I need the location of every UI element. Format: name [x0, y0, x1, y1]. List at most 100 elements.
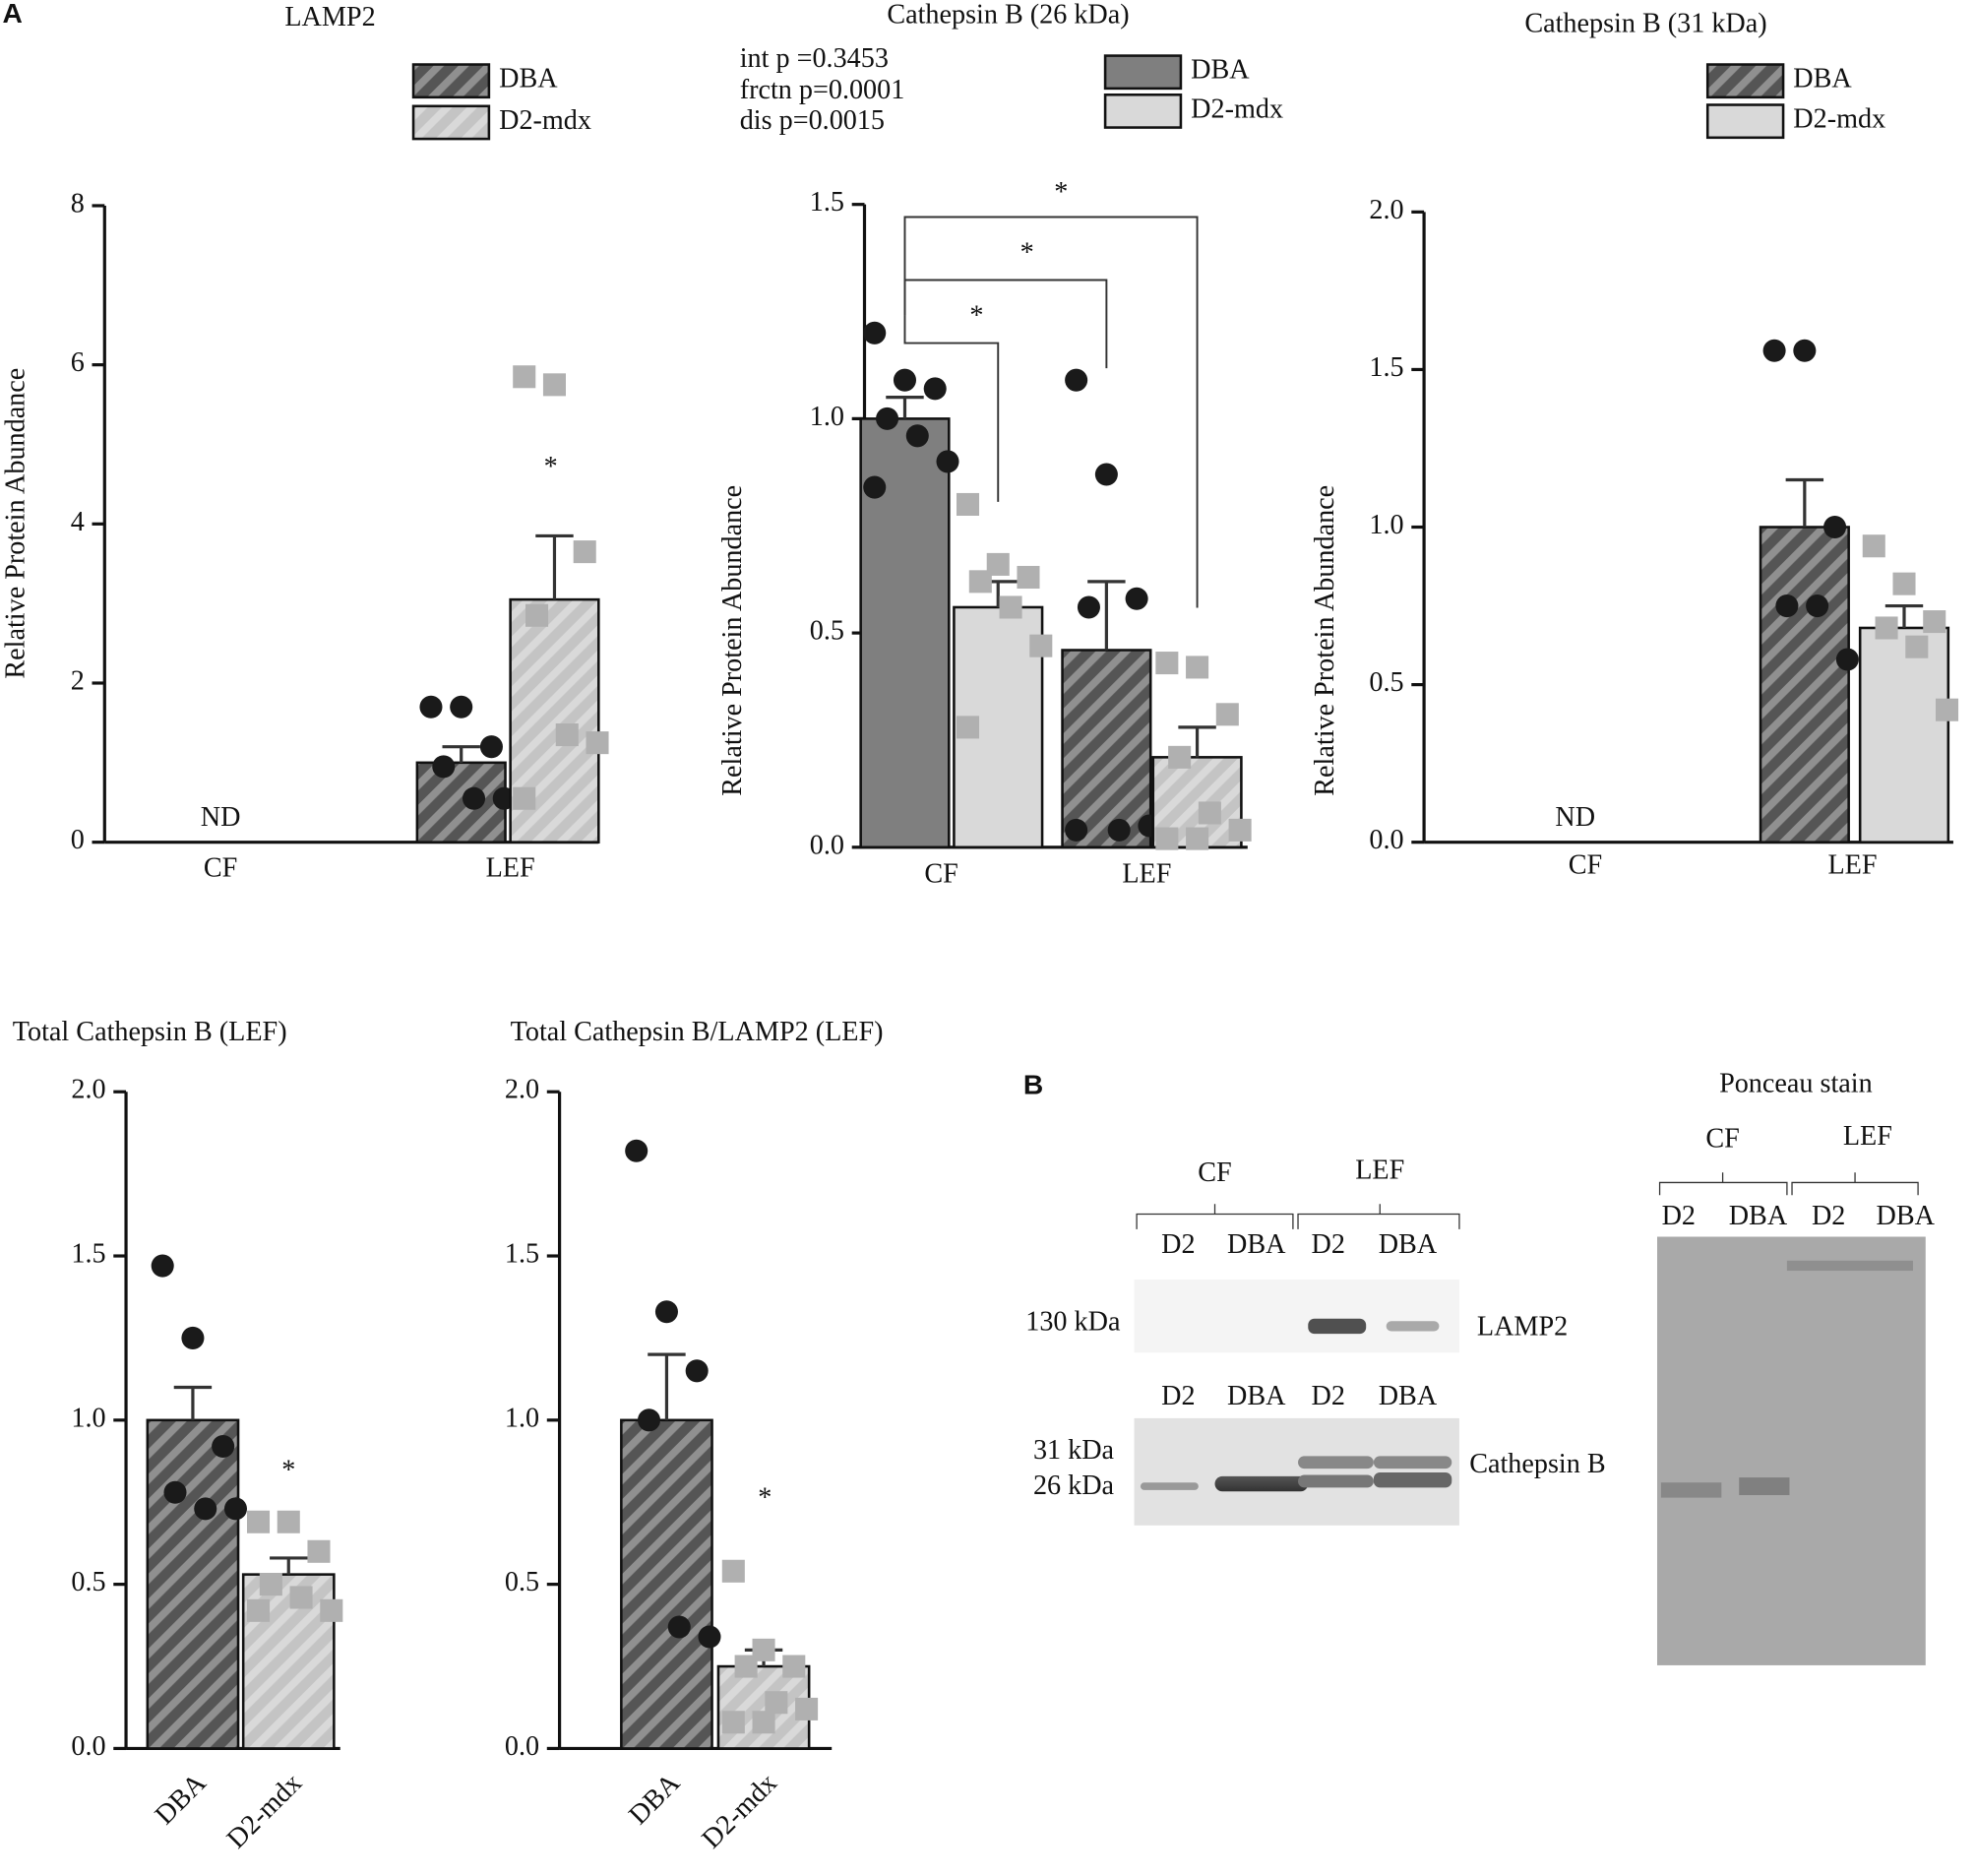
data-point — [1107, 818, 1131, 842]
y-tick-label: 1.0 — [71, 1403, 105, 1433]
annotation: * — [969, 300, 983, 331]
data-point — [1155, 652, 1179, 675]
y-tick-label: 0.0 — [810, 830, 844, 860]
y-tick-label: 0.0 — [1369, 825, 1403, 855]
error-bar — [270, 1556, 308, 1575]
data-point — [586, 731, 609, 755]
blot-strip — [1134, 1417, 1459, 1526]
data-point — [555, 723, 579, 747]
chart-title: Total Cathepsin B/LAMP2 (LEF) — [511, 1017, 884, 1047]
data-point — [1875, 616, 1898, 640]
chart-title: LAMP2 — [284, 2, 375, 32]
data-point — [893, 368, 917, 392]
data-point — [1775, 594, 1799, 618]
data-point — [1835, 648, 1859, 671]
legend-label: DBA — [499, 64, 558, 94]
blot-label: LAMP2 — [1477, 1311, 1568, 1342]
x-tick-label: LEF — [1122, 859, 1171, 890]
legend-label: D2-mdx — [1793, 104, 1885, 135]
y-tick-label: 1.0 — [505, 1403, 539, 1433]
data-point — [654, 1300, 678, 1324]
data-point — [1094, 463, 1118, 486]
data-point — [259, 1573, 282, 1596]
significance-bracket — [903, 216, 1199, 608]
lane-label: DBA — [1227, 1381, 1286, 1411]
chart-title: Cathepsin B (26 kDa) — [887, 0, 1129, 30]
band — [1373, 1471, 1452, 1488]
y-tick-label: 0.5 — [810, 616, 844, 647]
data-point — [1793, 339, 1817, 362]
significance-bracket — [903, 315, 1000, 502]
lane-label: D2 — [1161, 1381, 1195, 1411]
data-point — [667, 1615, 691, 1639]
marker-label: 130 kDa — [1025, 1306, 1121, 1337]
data-point — [419, 695, 443, 719]
band — [1739, 1477, 1790, 1496]
data-point — [685, 1359, 709, 1383]
data-point — [1892, 572, 1916, 595]
data-point — [1065, 818, 1088, 842]
legend-swatch — [1705, 63, 1785, 99]
data-point — [999, 595, 1022, 619]
data-point — [289, 1586, 313, 1609]
data-point — [863, 321, 887, 344]
y-tick-label: 1.0 — [810, 402, 844, 432]
data-point — [194, 1497, 217, 1521]
error-bar — [886, 396, 924, 419]
error-bar — [1087, 580, 1126, 651]
chart-title: Cathepsin B (31 kDa) — [1524, 8, 1766, 38]
data-point — [573, 540, 596, 564]
error-bar — [648, 1352, 686, 1420]
data-point — [923, 377, 947, 401]
blot-label: Cathepsin B — [1469, 1449, 1605, 1479]
data-point — [905, 424, 929, 448]
data-point — [734, 1655, 758, 1678]
y-tick-label: 6 — [71, 347, 85, 378]
y-axis-label: Relative Protein Abundance — [717, 485, 748, 796]
error-bar — [535, 533, 574, 600]
data-point — [1186, 656, 1209, 679]
legend-swatch — [1103, 93, 1183, 129]
x-tick-label: LEF — [1827, 850, 1877, 881]
marker-label: 31 kDa — [1033, 1435, 1115, 1466]
bracket — [1136, 1204, 1294, 1229]
band — [1308, 1318, 1367, 1335]
annotation: * — [758, 1483, 772, 1514]
bracket — [1297, 1204, 1460, 1229]
lane-label: DBA — [1379, 1381, 1438, 1411]
panel-label: A — [3, 0, 23, 29]
data-point — [637, 1408, 661, 1432]
band — [1786, 1260, 1913, 1272]
y-tick-label: 2.0 — [505, 1075, 539, 1105]
annotation: ND — [201, 802, 241, 833]
ponceau: Ponceau stain CF LEF D2 DBA D2 DBA — [1657, 1068, 1936, 1665]
lane-label: DBA — [1877, 1201, 1936, 1231]
data-point — [1125, 587, 1148, 610]
bar — [620, 1418, 713, 1750]
data-point — [795, 1697, 819, 1720]
annotation: * — [544, 452, 558, 482]
y-tick-label: 2.0 — [1369, 195, 1403, 225]
data-point — [968, 570, 992, 594]
bracket — [1658, 1172, 1788, 1196]
data-point — [625, 1139, 648, 1162]
data-point — [247, 1510, 271, 1533]
error-bar — [1178, 725, 1216, 758]
data-point — [1862, 534, 1885, 558]
data-point — [1228, 818, 1252, 842]
lane-label: D2 — [1812, 1201, 1845, 1231]
x-tick-label: CF — [204, 852, 237, 883]
bar — [241, 1573, 336, 1750]
x-tick-label: LEF — [486, 852, 535, 883]
data-point — [223, 1497, 247, 1521]
data-point — [752, 1711, 775, 1734]
annotation: ND — [1555, 802, 1595, 833]
data-point — [320, 1598, 343, 1622]
membrane — [1657, 1236, 1926, 1665]
y-tick-label: 0.0 — [505, 1731, 539, 1762]
data-point — [956, 492, 980, 516]
y-tick-label: 1.5 — [1369, 352, 1403, 383]
legend-label: D2-mdx — [499, 105, 591, 136]
